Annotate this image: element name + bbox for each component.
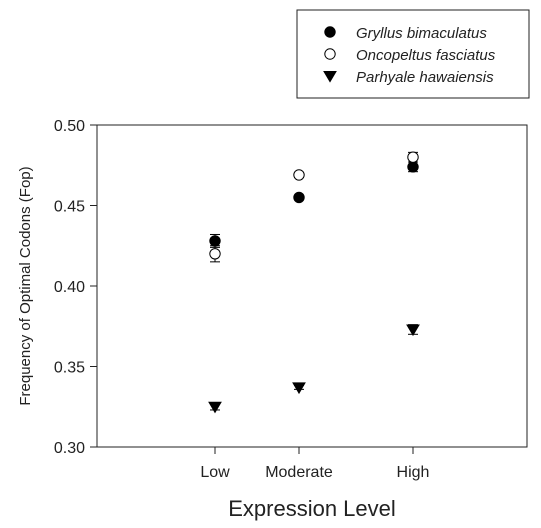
legend-label: Gryllus bimaculatus [356, 25, 487, 42]
y-tick-label: 0.50 [54, 118, 85, 135]
data-point [292, 382, 306, 395]
data-point [407, 151, 419, 163]
y-tick-label: 0.40 [54, 279, 85, 296]
y-tick-label: 0.30 [54, 440, 85, 457]
data-point [293, 169, 305, 181]
plot-area [96, 124, 528, 448]
data-marks [208, 151, 420, 414]
x-axis: Low Moderate High [200, 447, 429, 481]
y-axis-title: Frequency of Optimal Codons (Fop) [17, 166, 34, 405]
x-tick-label: Moderate [265, 464, 333, 481]
legend-label: Oncopeltus fasciatus [356, 47, 496, 64]
data-point [293, 191, 305, 204]
x-tick-label: High [397, 464, 430, 481]
data-point [406, 324, 420, 337]
data-point [209, 248, 221, 260]
legend-marker [324, 48, 336, 60]
legend-marker [323, 71, 337, 83]
legend: Gryllus bimaculatus Oncopeltus fasciatus P… [296, 9, 530, 99]
data-point [209, 235, 221, 247]
legend-marker [324, 26, 336, 38]
y-axis: 0.30 0.35 0.40 0.45 0.50 [54, 118, 97, 457]
y-tick-label: 0.35 [54, 360, 85, 377]
legend-label: Parhyale hawaiensis [356, 69, 494, 86]
data-point [208, 401, 222, 414]
x-tick-label: Low [200, 464, 230, 481]
y-tick-label: 0.45 [54, 199, 85, 216]
x-axis-title: Expression Level [228, 496, 396, 521]
data-point [407, 161, 419, 173]
